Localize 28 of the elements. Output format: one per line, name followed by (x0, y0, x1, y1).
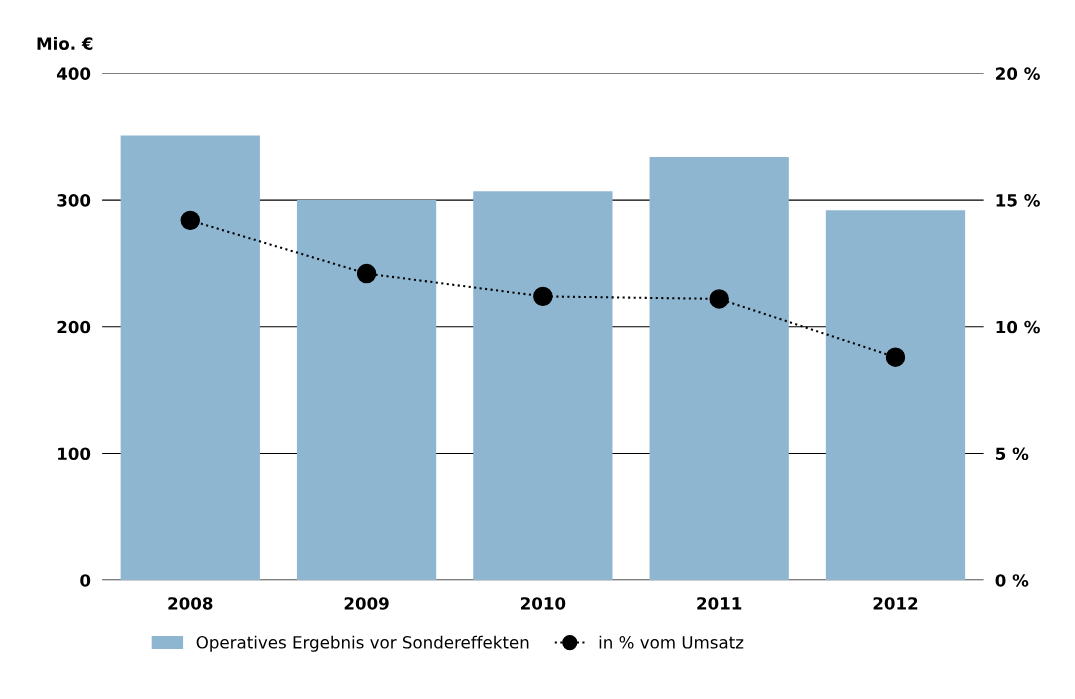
point (709, 289, 729, 309)
y-tick-label: 100 (58, 447, 91, 461)
legend-label: in % vom Umsatz (599, 635, 744, 649)
x-tick-label: 2012 (873, 597, 918, 610)
y2-tick-label: 20 % (996, 67, 1040, 80)
x-tick-label: 2009 (344, 597, 389, 610)
bar (296, 200, 437, 581)
y2-tick-label: 0 % (995, 574, 1029, 587)
y-tick-label: 400 (56, 67, 91, 80)
y-tick-label: 200 (57, 320, 91, 334)
point (885, 347, 906, 367)
y-tick-label: 300 (57, 194, 91, 207)
point (533, 286, 553, 307)
point (180, 210, 200, 231)
bar (825, 210, 966, 581)
x-tick-label: 2011 (697, 597, 742, 610)
bar (649, 157, 789, 581)
x-tick-label: 2008 (168, 597, 213, 610)
legend-label: Operatives Ergebnis vor Sondereffekten (196, 635, 529, 652)
x-tick-label: 2010 (521, 597, 566, 610)
y2-tick-label: 15 % (996, 194, 1040, 207)
point (356, 263, 377, 284)
bar (120, 135, 260, 581)
y2-tick-label: 5 % (996, 447, 1029, 461)
y-axis-title: Mio. € (37, 36, 93, 50)
y2-tick-label: 10 % (996, 320, 1040, 334)
bar (473, 191, 613, 581)
y-tick-label: 0 (80, 574, 91, 587)
